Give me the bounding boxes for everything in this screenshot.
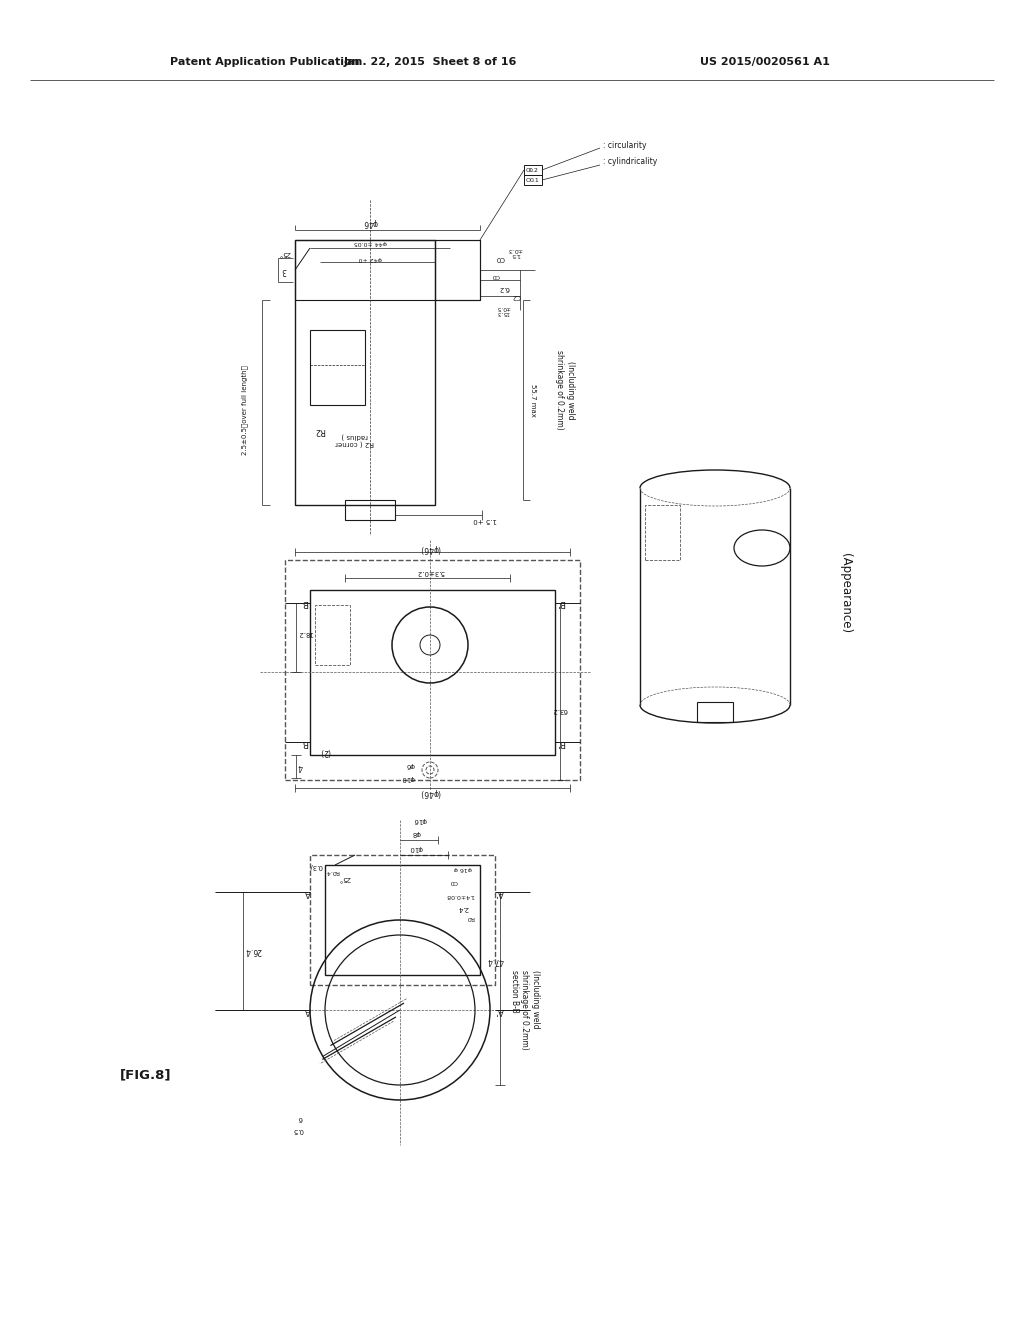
Text: B: B (302, 598, 308, 607)
Text: 63.2: 63.2 (552, 708, 568, 713)
Bar (435, 240, 480, 300)
Bar (310, 855, 495, 985)
Text: R2: R2 (314, 425, 326, 434)
Text: A: A (305, 1006, 311, 1015)
Text: 4: 4 (298, 763, 303, 771)
Text: US 2015/0020561 A1: US 2015/0020561 A1 (700, 57, 829, 67)
Text: Jan. 22, 2015  Sheet 8 of 16: Jan. 22, 2015 Sheet 8 of 16 (343, 57, 517, 67)
Text: 1.4±0.08: 1.4±0.08 (445, 892, 474, 898)
Text: C2: C2 (511, 293, 520, 300)
Text: R2 ( corner
radius ): R2 ( corner radius ) (336, 433, 375, 447)
Text: φ46: φ46 (362, 218, 378, 227)
Text: 0.5: 0.5 (293, 1127, 303, 1133)
Text: φ10: φ10 (410, 845, 423, 851)
Text: 18.2: 18.2 (298, 630, 313, 636)
Bar (295, 240, 435, 506)
Text: φ6: φ6 (406, 762, 415, 768)
Text: 47.4: 47.4 (487, 956, 504, 965)
Text: Patent Application Publication: Patent Application Publication (170, 57, 359, 67)
Text: 3: 3 (282, 265, 287, 275)
Text: : circularity: : circularity (603, 140, 646, 149)
Text: [FIG.8]: [FIG.8] (120, 1068, 171, 1081)
Text: (Including weld
shrinkage of 0.2mm)
section B-B: (Including weld shrinkage of 0.2mm) sect… (510, 970, 540, 1049)
Bar (315, 605, 350, 665)
Text: C0: C0 (490, 272, 499, 277)
Bar (345, 500, 395, 520)
Text: 2.5±0.5｜over full length｜: 2.5±0.5｜over full length｜ (242, 366, 248, 455)
Text: 26.4: 26.4 (245, 945, 262, 954)
Text: 6.2: 6.2 (499, 285, 510, 290)
Text: : cylindricality: : cylindricality (603, 157, 657, 166)
Bar (285, 560, 580, 780)
Bar (295, 240, 480, 300)
Text: (Including weld
shrinkage of 0.2mm): (Including weld shrinkage of 0.2mm) (555, 350, 574, 430)
Bar (325, 865, 480, 975)
Text: 1.5
±0.3: 1.5 ±0.3 (508, 247, 522, 257)
Text: 2.4: 2.4 (458, 906, 469, 911)
Text: (Appearance): (Appearance) (839, 553, 852, 634)
Text: φ8: φ8 (412, 830, 421, 836)
Text: B: B (302, 738, 308, 747)
Text: 25°: 25° (278, 249, 290, 256)
Bar (524, 165, 542, 176)
Text: (φ46): (φ46) (420, 544, 440, 553)
Text: R0.4: R0.4 (325, 870, 339, 874)
Text: φ16 φ: φ16 φ (454, 866, 472, 870)
Text: C0: C0 (449, 879, 457, 884)
Text: 15.3
±0.5: 15.3 ±0.5 (496, 305, 510, 315)
Text: A': A' (496, 887, 504, 896)
Text: B': B' (556, 738, 565, 747)
Bar (645, 506, 680, 560)
Bar (310, 330, 365, 405)
Text: 55.7 max: 55.7 max (530, 384, 536, 416)
Text: A: A (305, 887, 311, 896)
Bar (310, 590, 555, 755)
Text: C0: C0 (496, 255, 505, 261)
Text: (2): (2) (319, 747, 331, 756)
Text: (φ46): (φ46) (420, 788, 440, 797)
Text: φ16: φ16 (414, 817, 427, 822)
Text: 0.2: 0.2 (529, 168, 539, 173)
Text: O: O (525, 177, 530, 182)
Text: R0: R0 (466, 916, 474, 920)
Text: 0.3/: 0.3/ (309, 863, 323, 869)
Text: 1.5 +0: 1.5 +0 (473, 517, 497, 523)
Text: φ42 +0: φ42 +0 (358, 256, 382, 260)
Text: A': A' (496, 1006, 504, 1015)
Text: O: O (525, 168, 530, 173)
Bar (524, 176, 542, 185)
Text: 6: 6 (298, 1115, 302, 1121)
Bar (697, 702, 733, 722)
Text: B': B' (556, 598, 565, 607)
Text: φ44 ±0.05: φ44 ±0.05 (353, 240, 387, 246)
Text: 25°: 25° (338, 875, 350, 880)
Text: 5.3±0.2: 5.3±0.2 (416, 569, 444, 576)
Text: 0.1: 0.1 (529, 177, 539, 182)
Text: φ10: φ10 (401, 775, 415, 781)
